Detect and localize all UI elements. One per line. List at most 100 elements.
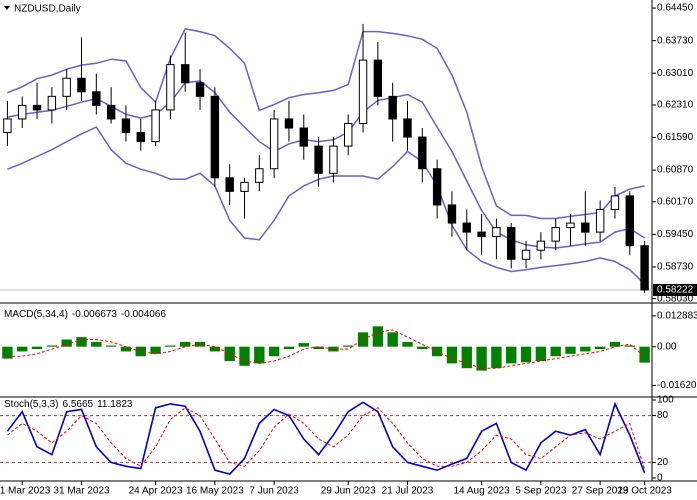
y-tick-label: 0.63010 bbox=[657, 68, 694, 79]
y-tick-label: 80 bbox=[657, 410, 669, 421]
chart-title: NZDUSD,Daily bbox=[14, 4, 81, 15]
macd-bar bbox=[61, 339, 72, 347]
macd-bar bbox=[180, 341, 191, 347]
stoch-name: Stoch(5,3,3) bbox=[4, 399, 58, 410]
candle-body bbox=[373, 59, 383, 97]
y-tick-label: 0.58030 bbox=[657, 293, 694, 304]
y-tick-label: 0.58730 bbox=[657, 262, 694, 273]
candle-body bbox=[329, 145, 338, 174]
macd-bar bbox=[535, 346, 547, 362]
candle-body bbox=[62, 77, 71, 97]
macd-bar bbox=[209, 346, 221, 352]
y-tick-label: 0.012883 bbox=[657, 311, 697, 322]
candle-body bbox=[521, 249, 531, 260]
macd-bar bbox=[298, 343, 309, 347]
stoch-line bbox=[7, 407, 646, 470]
macd-bar bbox=[254, 346, 265, 364]
candle-body bbox=[299, 127, 308, 147]
macd-bar bbox=[387, 332, 398, 347]
macd-bar bbox=[165, 345, 176, 347]
macd-signal-value: -0.004066 bbox=[121, 309, 166, 320]
macd-bar bbox=[565, 346, 576, 354]
x-tick-label: 7 Jun 2023 bbox=[249, 486, 299, 497]
x-tick-label: 21 Jul 2023 bbox=[382, 486, 434, 497]
macd-bar bbox=[639, 346, 650, 363]
candle-body bbox=[507, 227, 516, 260]
macd-bar bbox=[313, 346, 324, 350]
x-tick-label: 21 Mar 2023 bbox=[0, 486, 51, 497]
macd-bar bbox=[402, 341, 413, 347]
candle-body bbox=[121, 118, 131, 134]
macd-bar bbox=[476, 346, 487, 371]
candle-body bbox=[195, 82, 205, 97]
last-price-label: 0.58222 bbox=[657, 285, 694, 296]
macd-bar bbox=[609, 341, 621, 347]
candle-body bbox=[447, 204, 457, 224]
x-tick-label: 5 Sep 2023 bbox=[515, 486, 567, 497]
candle-body bbox=[181, 64, 190, 84]
candle-body bbox=[106, 104, 116, 120]
macd-bar bbox=[17, 346, 28, 352]
y-tick-label: 0.64450 bbox=[657, 3, 694, 14]
y-tick-label: 0.62310 bbox=[657, 100, 694, 111]
macd-bar bbox=[372, 326, 384, 347]
stoch-signal-value: 11.1823 bbox=[97, 399, 133, 410]
macd-bar bbox=[105, 345, 117, 347]
candle-body bbox=[77, 77, 86, 93]
candle-body bbox=[18, 104, 27, 120]
candle-body bbox=[166, 64, 175, 111]
macd-bar bbox=[506, 346, 517, 364]
macd-bar bbox=[46, 345, 58, 347]
candle-body bbox=[47, 95, 57, 111]
macd-bar bbox=[2, 346, 13, 359]
macd-bar bbox=[76, 337, 87, 347]
macd-bar bbox=[224, 346, 235, 362]
y-tick-label: 0.59450 bbox=[657, 229, 694, 240]
stoch-main-value: 6.5665 bbox=[62, 399, 93, 410]
candle-body bbox=[358, 59, 368, 124]
macd-bar bbox=[461, 346, 472, 369]
macd-bar bbox=[120, 346, 132, 352]
x-tick-label: 27 Sep 2023 bbox=[572, 486, 629, 497]
candle-body bbox=[136, 132, 145, 143]
candle-body bbox=[625, 195, 634, 247]
candle-body bbox=[610, 195, 620, 210]
candle-body bbox=[284, 118, 294, 129]
candle-body bbox=[432, 168, 442, 206]
candle-body bbox=[566, 222, 575, 229]
macd-bar bbox=[491, 346, 502, 369]
candle-body bbox=[92, 91, 101, 106]
macd-bar bbox=[150, 346, 161, 354]
x-tick-label: 14 Aug 2023 bbox=[454, 486, 511, 497]
macd-bar bbox=[194, 341, 206, 347]
macd-bar bbox=[283, 346, 295, 350]
macd-value: -0.006673 bbox=[72, 309, 117, 320]
x-tick-label: 31 Mar 2023 bbox=[53, 486, 110, 497]
last-price-box bbox=[653, 283, 697, 296]
y-tick-label: 0.60170 bbox=[657, 196, 694, 207]
macd-bar bbox=[328, 346, 339, 352]
macd-bar bbox=[239, 346, 250, 366]
candle-body bbox=[595, 208, 605, 233]
macd-bar bbox=[446, 346, 458, 364]
x-tick-label: 29 Jun 2023 bbox=[321, 486, 376, 497]
x-tick-label: 16 May 2023 bbox=[186, 486, 244, 497]
y-tick-label: 0.63730 bbox=[657, 35, 694, 46]
macd-bar bbox=[417, 346, 428, 350]
candle-body bbox=[388, 95, 397, 120]
macd-bar bbox=[594, 346, 606, 350]
candle-body bbox=[3, 118, 12, 134]
bollinger-upper bbox=[7, 28, 645, 220]
candle-body bbox=[581, 222, 590, 233]
candle-body bbox=[640, 245, 649, 291]
y-tick-label: 0 bbox=[657, 473, 663, 484]
candle-body bbox=[477, 231, 486, 238]
candle-body bbox=[225, 177, 234, 192]
candle-body bbox=[269, 118, 279, 170]
macd-name: MACD(5,34,4) bbox=[4, 309, 68, 320]
macd-bar bbox=[91, 341, 102, 347]
y-tick-label: 100 bbox=[657, 395, 674, 406]
